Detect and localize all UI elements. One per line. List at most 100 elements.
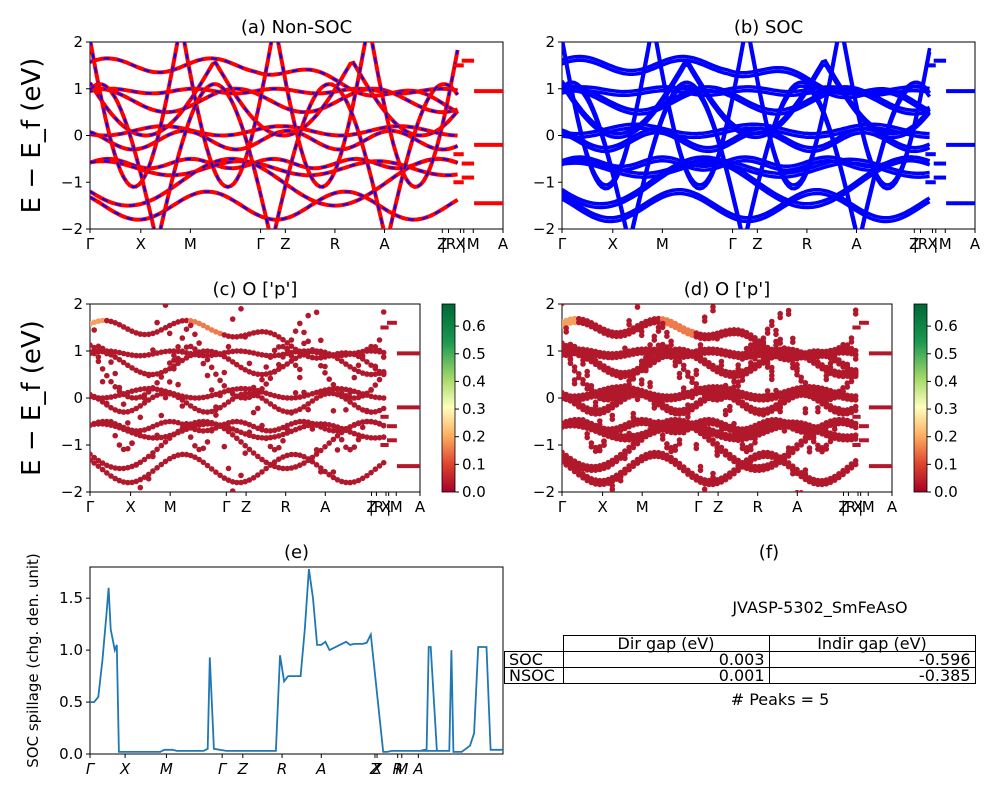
panel-d-point [840,360,846,367]
panel-c-point [359,407,366,413]
panel-d-point [576,393,582,399]
panel-d-point [630,389,637,395]
panel-d-point [781,452,788,459]
panel-d-point [576,460,582,467]
panel-c-point [221,389,228,395]
panel-d-point [622,392,628,399]
panel-d-point [630,325,637,331]
panel-d-point [651,333,658,340]
panel-d-point [722,448,729,454]
panel-d-point [563,317,569,324]
panel-c-point [141,427,148,433]
panel-c-point [99,366,106,372]
panel-c-point [238,333,244,339]
panel-c-point [213,421,219,428]
panel-d-point [831,417,838,423]
panel-d-point [810,384,817,390]
panel-d-point [643,390,649,397]
panel-d-point [706,360,712,366]
panel-c-point [175,319,181,325]
panel-d-point [626,378,632,384]
panel-c-point [204,393,211,400]
panel-d-point [685,419,691,426]
panel-d-point [676,437,683,443]
panel-d-point [609,329,616,336]
panel-d-point [592,424,599,431]
panel-d-point [848,405,855,412]
panel-c-point [297,320,303,327]
panel-c-point [234,418,240,425]
panel-d-point [693,424,700,430]
panel-d-xtick-label: X [597,498,607,516]
panel-c-point [347,394,353,401]
panel-d-point [630,418,637,425]
panel-d-point [676,351,683,357]
panel-d-point [685,402,691,408]
panel-c-point [99,317,106,324]
panel-e-ytick-label: 1.5 [59,589,83,607]
panel-c-point [301,404,307,410]
panel-c-point [208,466,215,472]
panel-d-point [571,458,578,465]
panel-b-xtick-label: |R [913,235,928,253]
panel-d-point [848,433,855,439]
panel-c-point [372,409,379,415]
panel-c-point [280,408,286,414]
panel-d-point [840,417,846,423]
panel-d-point [823,400,830,406]
panel-c-point [95,358,102,365]
panel-c-point [292,394,299,401]
panel-c-point [99,345,106,352]
panel-d-point [760,449,767,456]
panel-c-point [238,348,244,354]
panel-d-point [676,417,683,423]
panel-c-point [221,443,228,450]
panel-d-point [634,323,641,329]
panel-d-point [852,393,859,399]
panel-d-point [592,389,599,395]
panel-c-point [368,469,374,476]
panel-c-point [351,395,358,401]
panel-c-point [267,354,274,361]
panel-d-point [773,421,779,428]
panel-c-point [120,324,127,330]
panel-d-point [769,450,775,457]
panel-c-point [326,387,333,394]
panel-c-point [120,401,127,408]
panel-c-point [305,312,312,319]
panel-d-point [609,401,616,407]
panel-c-point [204,462,211,469]
panel-c-point [250,423,257,430]
panel-b-plot [562,42,975,229]
panel-d-point [810,435,817,441]
panel-c-point [309,458,316,465]
panel-c-point [108,359,114,365]
panel-d-point [617,432,624,439]
panel-c-point [351,421,358,428]
panel-d-point [752,429,758,436]
panel-c-point [246,394,253,401]
panel-c-point [328,491,330,492]
panel-c-point [364,418,370,425]
panel-c-point [323,491,327,492]
panel-c-point [112,370,118,377]
panel-a-plot [90,42,503,229]
panel-c-point [259,328,265,335]
panel-d-point [769,364,775,371]
panel-c-point [254,425,261,432]
panel-c-point [221,383,228,389]
panel-d-point [794,466,800,473]
panel-d-point [735,433,741,440]
panel-c-colorbar-tick-label: 0.3 [462,400,486,418]
panel-d-point [626,327,632,333]
panel-c-point [359,391,366,397]
panel-c-point [250,384,257,391]
panel-c-point [183,400,190,406]
panel-c-point [259,469,265,475]
panel-d-point [819,445,825,451]
panel-c-point [154,392,160,399]
panel-c-point [137,352,144,359]
panel-d-point [559,297,565,303]
panel-d-point [630,347,637,354]
panel-c-point [91,319,97,326]
